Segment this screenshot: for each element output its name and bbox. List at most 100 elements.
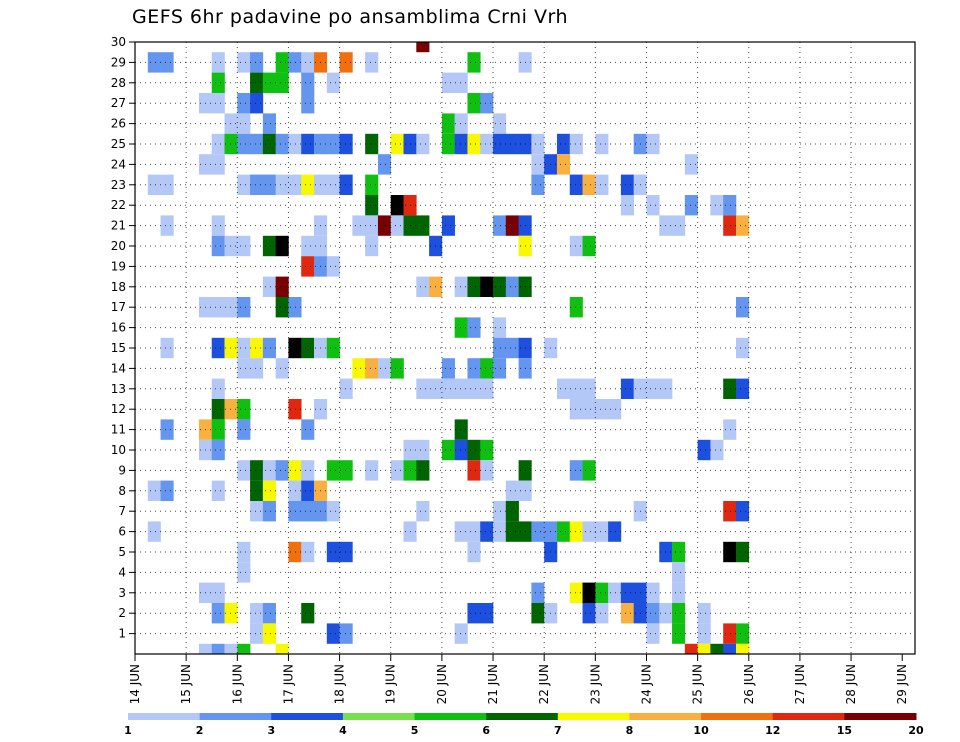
heatmap-cell — [339, 174, 353, 195]
heatmap-cell — [365, 195, 379, 216]
heatmap-cell — [646, 582, 660, 603]
heatmap-cell — [224, 297, 238, 318]
colorbar-segment — [342, 713, 416, 720]
heatmap-cell — [467, 541, 481, 563]
y-tick-label: 8 — [118, 484, 126, 498]
heatmap-cell — [250, 133, 264, 155]
x-tick-label: 22 JUN — [537, 664, 551, 704]
heatmap-cell — [326, 72, 340, 93]
heatmap-cell — [237, 133, 251, 155]
heatmap-cell — [505, 337, 519, 359]
heatmap-cell — [377, 358, 392, 379]
heatmap-cell — [262, 623, 276, 644]
heatmap-cell — [250, 52, 264, 73]
heatmap-cell — [710, 439, 724, 461]
heatmap-cell — [275, 52, 289, 73]
heatmap-cell — [262, 72, 276, 93]
heatmap-cell — [250, 93, 264, 114]
heatmap-cell — [262, 337, 276, 359]
heatmap-cell — [262, 133, 276, 155]
colorbar-segment — [557, 713, 630, 720]
heatmap-cell — [441, 72, 455, 93]
heatmap-cell — [454, 439, 468, 461]
heatmap-cell — [288, 297, 302, 318]
heatmap-cell — [160, 174, 174, 195]
heatmap-cell — [262, 174, 276, 195]
heatmap-cell — [480, 93, 494, 114]
heatmap-cell — [569, 297, 583, 318]
y-tick-label: 29 — [111, 55, 126, 69]
heatmap-cell — [608, 399, 622, 420]
heatmap-cell — [416, 133, 430, 155]
heatmap-cell — [237, 643, 251, 654]
heatmap-cell — [224, 113, 238, 134]
heatmap-cell — [646, 378, 660, 399]
colorbar-segment — [271, 713, 344, 720]
colorbar-label: 4 — [339, 724, 347, 737]
heatmap-cell — [672, 215, 686, 236]
colorbar-label: 10 — [693, 724, 709, 737]
heatmap-cell — [569, 399, 583, 420]
heatmap-cell — [467, 133, 481, 155]
colorbar-label: 6 — [482, 724, 490, 737]
heatmap-cell — [480, 460, 494, 481]
heatmap-cell — [723, 623, 737, 644]
heatmap-cell — [620, 603, 634, 624]
heatmap-cell — [493, 215, 507, 236]
heatmap-cell — [262, 276, 276, 297]
heatmap-cell — [556, 521, 571, 542]
heatmap-cell — [454, 113, 468, 134]
y-tick-label: 12 — [111, 402, 126, 416]
heatmap-cell — [608, 521, 622, 542]
heatmap-cell — [377, 154, 392, 175]
heatmap-cell — [365, 215, 379, 236]
heatmap-cell — [250, 603, 264, 624]
heatmap-cell — [377, 215, 392, 236]
heatmap-cell — [211, 439, 225, 461]
heatmap-cell — [441, 133, 455, 155]
y-tick-label: 21 — [111, 219, 126, 233]
heatmap-cell — [275, 358, 289, 379]
y-tick-label: 25 — [111, 137, 126, 151]
heatmap-cell — [211, 93, 225, 114]
heatmap-cell — [250, 480, 264, 501]
heatmap-cell — [390, 195, 404, 216]
heatmap-cell — [505, 521, 519, 542]
heatmap-cell — [237, 399, 251, 420]
heatmap-cell — [237, 174, 251, 195]
y-tick-label: 16 — [111, 321, 126, 335]
heatmap-cell — [441, 378, 455, 399]
heatmap-cell — [211, 643, 225, 654]
heatmap-cell — [211, 215, 225, 236]
heatmap-cell — [224, 643, 238, 654]
colorbar-label: 8 — [626, 724, 634, 737]
heatmap-cell — [326, 337, 340, 359]
heatmap-cell — [326, 501, 340, 522]
y-tick-label: 26 — [111, 117, 126, 131]
heatmap-cell — [480, 133, 494, 155]
y-tick-label: 4 — [118, 565, 126, 579]
heatmap-cell — [288, 174, 302, 195]
heatmap-cell — [697, 439, 711, 461]
heatmap-cell — [211, 603, 225, 624]
y-tick-label: 28 — [111, 76, 126, 90]
y-tick-label: 15 — [111, 341, 126, 355]
heatmap-cell — [301, 174, 315, 195]
heatmap-cell — [262, 480, 276, 501]
heatmap-cell — [531, 133, 545, 155]
y-tick-label: 3 — [118, 586, 126, 600]
heatmap-cell — [467, 378, 481, 399]
heatmap-cell — [275, 235, 289, 257]
heatmap-cell — [416, 42, 430, 53]
heatmap-cell — [723, 501, 737, 522]
heatmap-cell — [288, 337, 302, 359]
heatmap-cell — [250, 358, 264, 379]
heatmap-cell — [211, 480, 225, 501]
heatmap-cell — [224, 133, 238, 155]
heatmap-cell — [467, 439, 481, 461]
heatmap-cell — [288, 52, 302, 73]
heatmap-cell — [531, 521, 545, 542]
heatmap-cell — [326, 256, 340, 277]
heatmap-cell — [493, 337, 507, 359]
